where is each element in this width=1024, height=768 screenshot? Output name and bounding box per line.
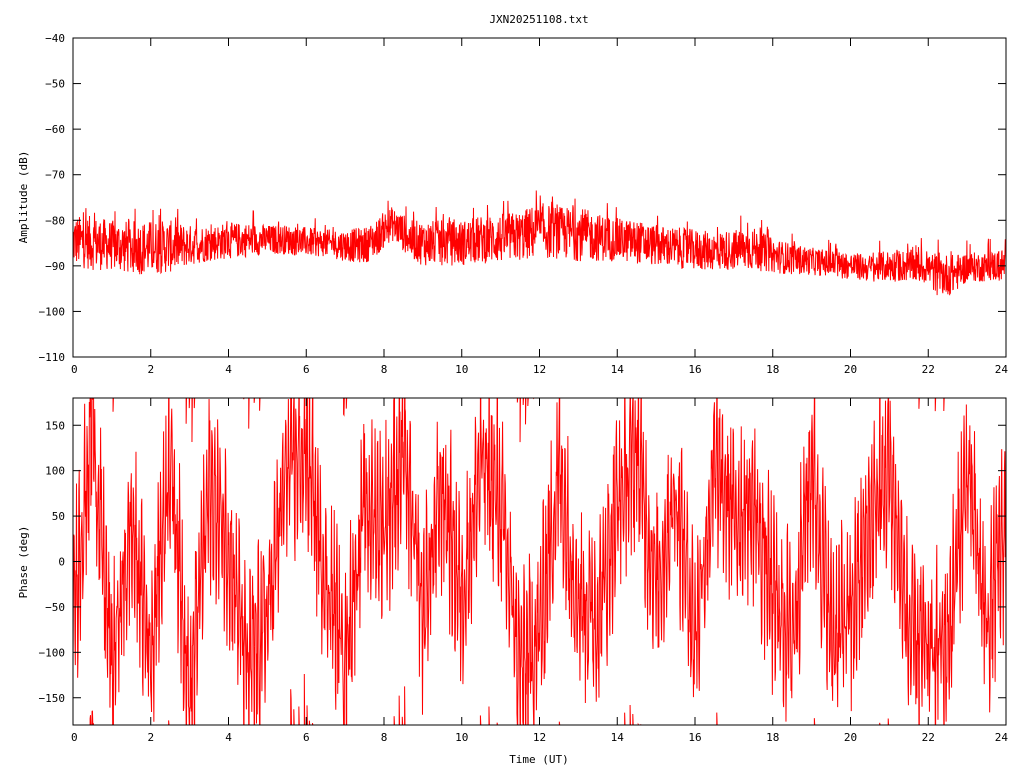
x-tick-label: 10: [455, 731, 468, 744]
x-tick-label: 22: [922, 363, 935, 376]
x-tick-label: 14: [611, 363, 625, 376]
x-tick-label: 4: [225, 731, 232, 744]
x-tick-label: 20: [844, 363, 857, 376]
y-tick-label: −90: [45, 260, 65, 273]
y-tick-label: −80: [45, 214, 65, 227]
y-tick-label: −40: [45, 32, 65, 45]
x-tick-label: 2: [147, 363, 154, 376]
y-tick-label: −150: [39, 692, 66, 705]
amplitude-series-line: [72, 190, 1007, 296]
amplitude-trace: [72, 190, 1007, 296]
y-tick-label: −50: [45, 78, 65, 91]
x-tick-label: 8: [381, 731, 388, 744]
amplitude-panel: −110−100−90−80−70−60−50−40 0 2 4 6 8 10 12 14 16…: [17, 32, 1008, 376]
x-tick-label: 18: [766, 731, 779, 744]
y-tick-label: −50: [45, 601, 65, 614]
x-tick-label: 6: [303, 731, 310, 744]
x-tick-label: 16: [688, 731, 701, 744]
x-tick-label: 6: [303, 363, 310, 376]
x-tick-label: 18: [766, 363, 779, 376]
x-tick-label: 4: [225, 363, 232, 376]
y-tick-label: −100: [39, 646, 66, 659]
amplitude-y-ticks: −110 −100 −90 −80 −70 −60 −50 −40: [39, 32, 1006, 364]
y-tick-label: 0: [58, 556, 65, 569]
x-tick-label: 22: [922, 731, 935, 744]
x-tick-label: 14: [611, 731, 625, 744]
x-axis-label: Time (UT): [509, 753, 569, 766]
x-tick-label: 12: [533, 363, 546, 376]
y-tick-label: 50: [52, 510, 65, 523]
phase-series-line: [72, 397, 1007, 726]
x-tick-label: 24: [995, 731, 1009, 744]
y-tick-label: −100: [39, 305, 66, 318]
y-tick-label: 150: [45, 419, 65, 432]
x-tick-label: 20: [844, 731, 857, 744]
y-tick-label: −70: [45, 169, 65, 182]
amplitude-x-ticks: 0 2 4 6 8 10 12 14 16 18 20 22 24: [71, 38, 1008, 376]
x-tick-label: 8: [381, 363, 388, 376]
x-tick-label: 16: [688, 363, 701, 376]
phase-y-axis-label: Phase (deg): [17, 526, 30, 599]
chart-title: JXN20251108.txt: [489, 13, 588, 26]
phase-y-ticks: −150 −100 −50 0 50 100 150: [39, 419, 1006, 705]
phase-x-ticks: 0 2 4 6 8 10 12 14 16 18 20 22 24: [71, 398, 1008, 744]
phase-trace: [72, 397, 1007, 726]
x-tick-label: 24: [995, 363, 1009, 376]
x-tick-label: 10: [455, 363, 468, 376]
x-tick-label: 0: [71, 731, 78, 744]
amplitude-y-axis-label: Amplitude (dB): [17, 151, 30, 244]
y-tick-label: −110: [39, 351, 66, 364]
x-tick-label: 0: [71, 363, 78, 376]
y-tick-label: 100: [45, 465, 65, 478]
x-tick-label: 2: [147, 731, 154, 744]
y-tick-label: −60: [45, 123, 65, 136]
x-tick-label: 12: [533, 731, 546, 744]
amplitude-plot-frame: [72, 37, 1007, 358]
